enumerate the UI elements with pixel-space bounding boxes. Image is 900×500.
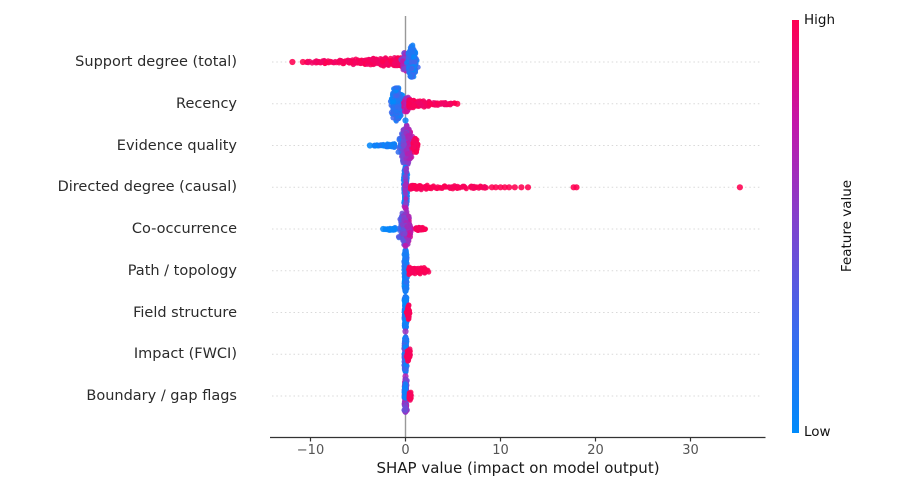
x-tick-neg10: −10 (296, 443, 325, 458)
colorbar-title: Feature value (839, 179, 855, 273)
feature-label-support-degree: Support degree (total) (75, 54, 237, 70)
x-tick-10: 10 (492, 443, 509, 458)
x-tick-30: 30 (682, 443, 699, 458)
swarm-row-2 (366, 117, 421, 175)
feature-label-recency: Recency (176, 95, 237, 112)
swarm-row-1 (387, 85, 461, 132)
feature-label-boundary-gap-flags: Boundary / gap flags (86, 388, 237, 404)
x-tick-0: 0 (401, 443, 410, 458)
feature-label-field-structure: Field structure (133, 304, 237, 321)
feature-label-evidence-quality: Evidence quality (116, 137, 237, 154)
colorbar-high-label: High (804, 12, 836, 28)
swarm-row-6 (401, 294, 413, 335)
feature-label-directed-degree: Directed degree (causal) (57, 179, 237, 196)
colorbar-low-label: Low (804, 424, 831, 440)
swarm-row-0 (289, 42, 421, 80)
x-tick-20: 20 (587, 443, 604, 458)
feature-label-path-topology: Path / topology (127, 262, 237, 279)
swarm-row-5 (401, 242, 432, 301)
swarm-row-8 (401, 376, 414, 415)
swarm-row-4 (380, 209, 428, 259)
swarm-row-3 (400, 164, 744, 212)
colorbar-gradient (792, 20, 799, 433)
swarm-row-7 (401, 334, 413, 380)
x-axis-label: SHAP value (impact on model output) (376, 459, 660, 477)
feature-label-co-occurrence: Co-occurrence (131, 221, 237, 237)
feature-label-impact-fwci: Impact (FWCI) (133, 346, 237, 363)
